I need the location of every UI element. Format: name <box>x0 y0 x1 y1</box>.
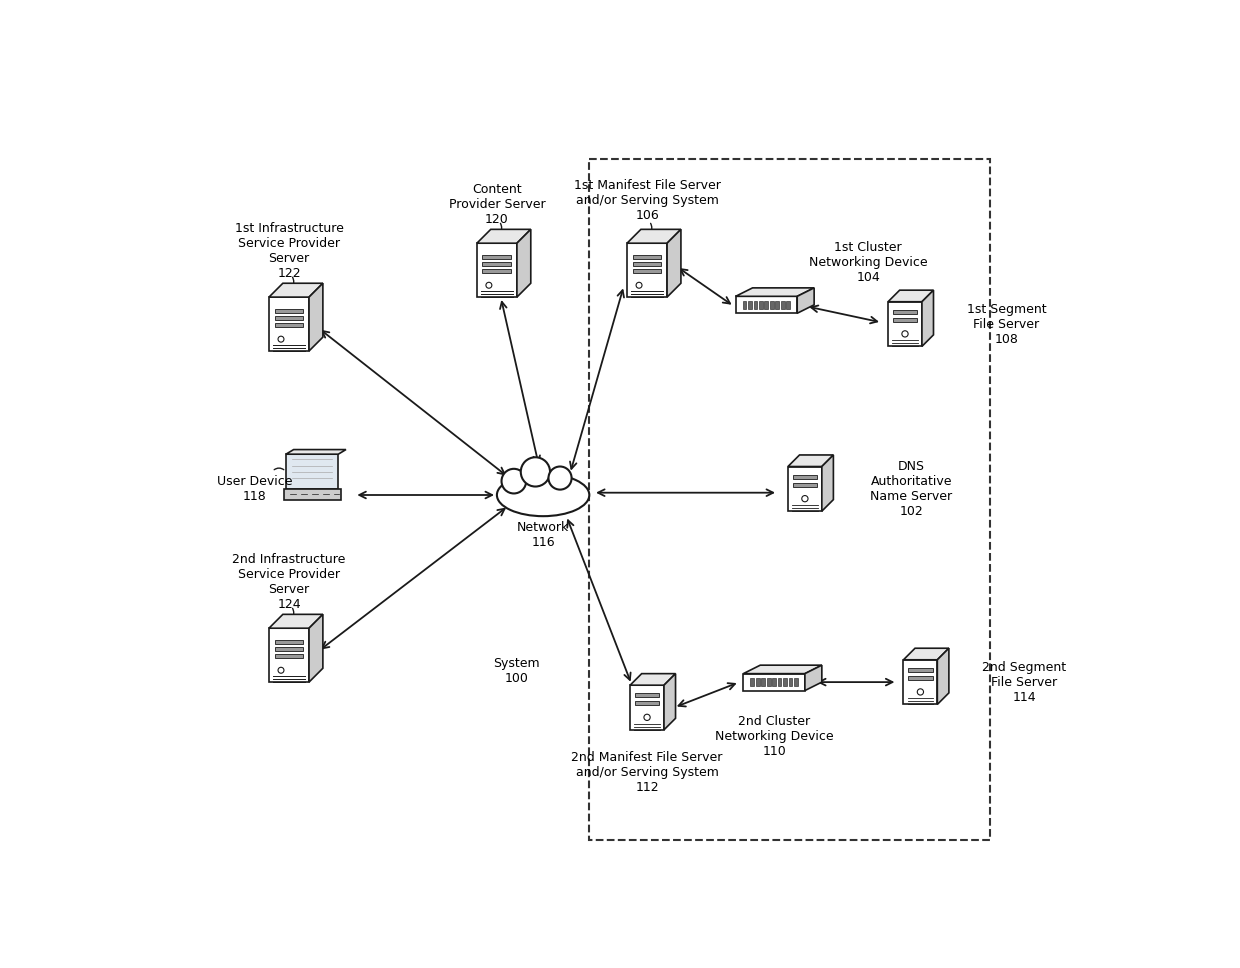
Polygon shape <box>269 628 309 682</box>
Polygon shape <box>937 649 949 705</box>
Circle shape <box>278 336 284 342</box>
Circle shape <box>486 283 492 288</box>
Polygon shape <box>482 269 511 273</box>
Polygon shape <box>517 229 531 297</box>
Circle shape <box>278 667 284 673</box>
Polygon shape <box>284 489 341 499</box>
Polygon shape <box>286 449 346 454</box>
Polygon shape <box>904 660 937 705</box>
Circle shape <box>802 496 808 501</box>
Polygon shape <box>765 301 769 309</box>
Polygon shape <box>274 654 304 658</box>
Polygon shape <box>482 262 511 266</box>
Circle shape <box>521 457 551 487</box>
Polygon shape <box>274 647 304 651</box>
Polygon shape <box>781 301 785 309</box>
Polygon shape <box>663 674 676 730</box>
Polygon shape <box>667 229 681 297</box>
Text: 1st Manifest File Server
and/or Serving System
106: 1st Manifest File Server and/or Serving … <box>574 179 720 223</box>
Text: 1st Infrastructure
Service Provider
Server
122: 1st Infrastructure Service Provider Serv… <box>234 222 343 280</box>
Polygon shape <box>632 269 661 273</box>
Polygon shape <box>904 649 949 660</box>
Polygon shape <box>770 301 774 309</box>
Text: 2nd Cluster
Networking Device
110: 2nd Cluster Networking Device 110 <box>714 714 833 758</box>
Polygon shape <box>755 679 760 686</box>
Circle shape <box>501 469 526 494</box>
Polygon shape <box>792 483 817 487</box>
Polygon shape <box>274 323 304 327</box>
Polygon shape <box>784 679 787 686</box>
Polygon shape <box>750 679 754 686</box>
Polygon shape <box>822 455 833 511</box>
Polygon shape <box>635 693 660 697</box>
Polygon shape <box>787 455 833 467</box>
Text: 1st Segment
File Server
108: 1st Segment File Server 108 <box>967 303 1047 346</box>
Text: 2nd Segment
File Server
114: 2nd Segment File Server 114 <box>982 660 1066 704</box>
Text: 1st Cluster
Networking Device
104: 1st Cluster Networking Device 104 <box>808 241 928 284</box>
Polygon shape <box>908 668 932 672</box>
Text: 2nd Manifest File Server
and/or Serving System
112: 2nd Manifest File Server and/or Serving … <box>572 751 723 795</box>
Polygon shape <box>787 467 822 511</box>
Polygon shape <box>923 290 934 347</box>
Polygon shape <box>735 296 797 314</box>
Polygon shape <box>794 679 797 686</box>
Polygon shape <box>786 301 790 309</box>
Polygon shape <box>792 474 817 478</box>
Polygon shape <box>627 229 681 243</box>
Text: User Device
118: User Device 118 <box>217 475 293 502</box>
Polygon shape <box>632 262 661 266</box>
Text: Network
116: Network 116 <box>517 521 569 549</box>
Polygon shape <box>888 302 923 347</box>
Polygon shape <box>309 284 322 351</box>
Polygon shape <box>274 316 304 320</box>
Text: Content
Provider Server
120: Content Provider Server 120 <box>449 183 546 227</box>
Polygon shape <box>743 301 746 309</box>
Polygon shape <box>761 679 765 686</box>
Polygon shape <box>748 301 751 309</box>
Polygon shape <box>766 679 770 686</box>
Polygon shape <box>632 255 661 259</box>
Polygon shape <box>759 301 763 309</box>
Polygon shape <box>805 665 822 690</box>
Polygon shape <box>635 701 660 706</box>
Polygon shape <box>789 679 792 686</box>
Polygon shape <box>269 297 309 351</box>
Polygon shape <box>908 676 932 680</box>
Text: 2nd Infrastructure
Service Provider
Server
124: 2nd Infrastructure Service Provider Serv… <box>232 553 346 611</box>
Polygon shape <box>269 284 322 297</box>
Polygon shape <box>477 229 531 243</box>
Polygon shape <box>477 243 517 297</box>
Polygon shape <box>754 301 758 309</box>
Circle shape <box>901 331 908 337</box>
Polygon shape <box>735 287 815 296</box>
Polygon shape <box>743 665 822 674</box>
Polygon shape <box>274 309 304 314</box>
Polygon shape <box>893 318 918 321</box>
Circle shape <box>636 283 642 288</box>
Polygon shape <box>773 679 776 686</box>
Polygon shape <box>893 310 918 314</box>
Ellipse shape <box>497 473 589 516</box>
Polygon shape <box>630 685 663 730</box>
Polygon shape <box>274 640 304 645</box>
Polygon shape <box>627 243 667 297</box>
Polygon shape <box>888 290 934 302</box>
Polygon shape <box>797 287 815 314</box>
Text: System
100: System 100 <box>492 656 539 684</box>
Polygon shape <box>777 679 781 686</box>
Text: DNS
Authoritative
Name Server
102: DNS Authoritative Name Server 102 <box>870 460 952 518</box>
Polygon shape <box>775 301 779 309</box>
Circle shape <box>644 714 650 720</box>
Polygon shape <box>482 255 511 259</box>
Polygon shape <box>286 454 339 489</box>
Circle shape <box>548 467 572 490</box>
Polygon shape <box>269 615 322 628</box>
Polygon shape <box>309 615 322 682</box>
Polygon shape <box>743 674 805 690</box>
Circle shape <box>918 689 924 695</box>
Polygon shape <box>630 674 676 685</box>
